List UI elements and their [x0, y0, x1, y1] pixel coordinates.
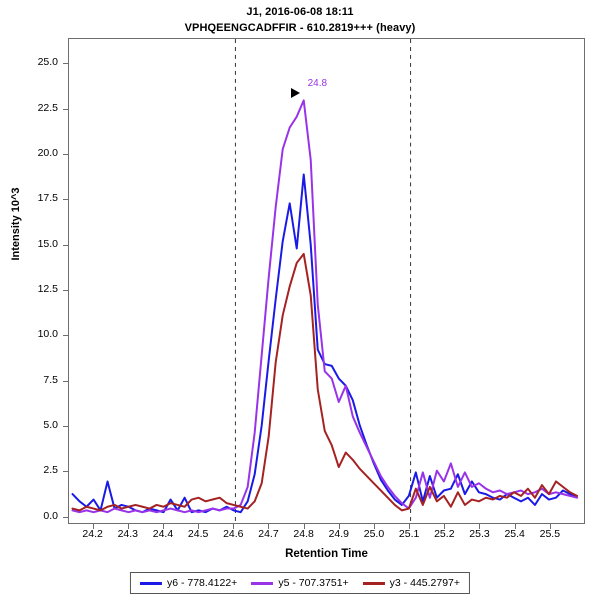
chart-legend: y6 - 778.4122+ y5 - 707.3751+ y3 - 445.2…: [129, 572, 471, 594]
legend-swatch-y6: [139, 581, 162, 585]
y-tick-mark: [63, 426, 68, 428]
y-tick-mark: [63, 290, 68, 292]
x-tick-mark: [479, 524, 481, 529]
x-tick-label: 24.3: [117, 528, 138, 540]
chart-title-block: J1, 2016-06-08 18:11 VPHQEENGCADFFIR - 6…: [0, 4, 600, 36]
x-tick-mark: [198, 524, 200, 529]
x-tick-mark: [162, 524, 164, 529]
y-tick-label: 15.0: [37, 237, 58, 250]
x-tick-mark: [127, 524, 129, 529]
legend-item[interactable]: y3 - 445.2797+: [362, 577, 461, 589]
peak-apex-marker-icon: [290, 87, 300, 98]
y-tick-label: 10.0: [37, 328, 58, 341]
x-tick-label: 24.9: [328, 528, 350, 540]
legend-swatch-y5: [251, 581, 274, 585]
x-tick-mark: [233, 524, 235, 529]
x-tick-label: 24.6: [223, 528, 244, 540]
chart-title: VPHQEENGCADFFIR - 610.2819+++ (heavy): [184, 22, 416, 34]
series-line: [71, 173, 578, 514]
x-tick-label: 24.7: [258, 528, 279, 540]
x-tick-mark: [303, 524, 305, 529]
peak-apex-label: 24.8: [307, 77, 328, 89]
y-tick-mark: [63, 471, 68, 473]
legend-label-y3: y3 - 445.2797+: [389, 577, 461, 589]
y-tick-label: 17.5: [37, 192, 58, 205]
x-tick-mark: [514, 524, 516, 529]
y-tick-label: 0.0: [43, 509, 58, 522]
y-tick-mark: [63, 199, 68, 201]
x-axis-label: Retention Time: [285, 548, 368, 560]
x-tick-label: 24.2: [82, 528, 103, 540]
x-tick-label: 24.4: [152, 528, 174, 540]
y-tick-label: 5.0: [43, 419, 58, 432]
series-lines: [71, 39, 578, 523]
y-tick-mark: [63, 154, 68, 156]
x-tick-mark: [409, 524, 411, 529]
legend-item[interactable]: y6 - 778.4122+: [139, 577, 238, 589]
x-tick-mark: [338, 524, 340, 529]
y-tick-label: 7.5: [43, 373, 58, 386]
x-tick-label: 25.4: [504, 528, 525, 540]
x-tick-label: 25.1: [398, 528, 420, 540]
x-tick-label: 25.2: [434, 528, 455, 540]
y-tick-mark: [63, 380, 68, 382]
y-tick-mark: [63, 63, 68, 65]
y-tick-label: 12.5: [37, 283, 58, 296]
y-tick-label: 25.0: [37, 56, 58, 69]
x-tick-mark: [268, 524, 270, 529]
x-tick-mark: [549, 524, 551, 529]
legend-label-y6: y6 - 778.4122+: [166, 577, 238, 589]
x-tick-mark: [444, 524, 446, 529]
x-tick-label: 25.0: [363, 528, 385, 540]
y-tick-label: 20.0: [37, 147, 58, 160]
legend-label-y5: y5 - 707.3751+: [278, 577, 349, 589]
y-tick-mark: [63, 335, 68, 337]
x-tick-label: 24.8: [293, 528, 314, 540]
x-tick-label: 25.3: [469, 528, 490, 540]
plot-area: [68, 38, 585, 524]
y-tick-label: 22.5: [37, 101, 58, 114]
x-tick-label: 25.5: [539, 528, 561, 540]
x-tick-mark: [92, 524, 94, 529]
y-tick-mark: [63, 244, 68, 246]
legend-item[interactable]: y5 - 707.3751+: [251, 577, 349, 589]
x-tick-mark: [373, 524, 375, 529]
y-tick-label: 2.5: [43, 464, 58, 477]
y-tick-mark: [63, 108, 68, 110]
series-line: [71, 99, 578, 514]
series-line: [71, 252, 578, 512]
chart-subtitle: J1, 2016-06-08 18:11: [246, 6, 354, 18]
x-tick-label: 24.5: [187, 528, 209, 540]
legend-swatch-y3: [362, 581, 385, 585]
y-tick-mark: [63, 516, 68, 518]
